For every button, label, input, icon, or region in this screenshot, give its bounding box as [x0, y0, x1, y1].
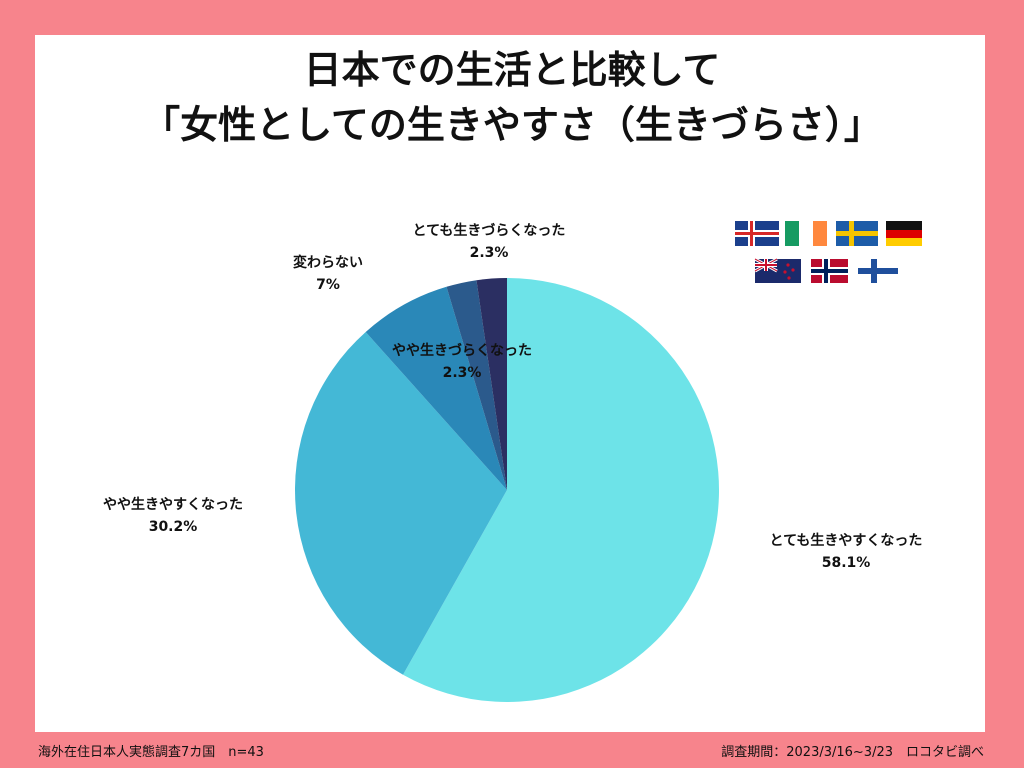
pie-slice-1 [403, 277, 720, 702]
pie-slice-2 [295, 331, 507, 675]
ireland-flag-icon [785, 221, 827, 246]
pie-slice-3 [365, 286, 507, 490]
footer-survey-period: 調査期間：2023/3/16~3/23 ロコタビ調べ [721, 745, 984, 760]
iceland-flag-icon [735, 221, 779, 246]
slice-label-2: やや生きやすくなった 30.2% [103, 494, 243, 538]
slice-label-value: 30.2% [148, 519, 198, 535]
slice-label-5: とても生きづらくなった 2.3% [413, 220, 566, 264]
slice-label-1: とても生きやすくなった 58.1% [770, 530, 923, 574]
pie-slice-4 [446, 280, 507, 490]
chart-title-line-2: 「女性としての生きやすさ（生きづらさ）」 [142, 103, 882, 147]
slice-label-name: とても生きやすくなった [769, 533, 923, 549]
slice-label-name: とても生きづらくなった [412, 223, 566, 239]
pie-slice-5 [476, 278, 507, 490]
sweden-flag-icon [836, 221, 878, 246]
slice-label-value: 7% [316, 277, 340, 293]
slice-label-4: やや生きづらくなった 2.3% [392, 340, 532, 384]
norway-flag-icon [811, 259, 848, 283]
footer-survey-info: 海外在住日本人実態調査7カ国 n=43 [38, 745, 264, 760]
new-zealand-flag-icon [754, 257, 801, 283]
slice-label-name: やや生きやすくなった [103, 497, 243, 513]
chart-title-line-1: 日本での生活と比較して [303, 48, 721, 92]
slice-label-name: やや生きづらくなった [392, 343, 532, 359]
slice-label-value: 2.3% [469, 245, 509, 261]
slice-label-value: 58.1% [821, 555, 871, 571]
slice-label-3: 変わらない 7% [293, 252, 363, 296]
slice-label-name: 変わらない [293, 255, 363, 271]
germany-flag-icon [886, 221, 922, 246]
slice-label-value: 2.3% [442, 365, 482, 381]
finland-flag-icon [858, 259, 898, 283]
